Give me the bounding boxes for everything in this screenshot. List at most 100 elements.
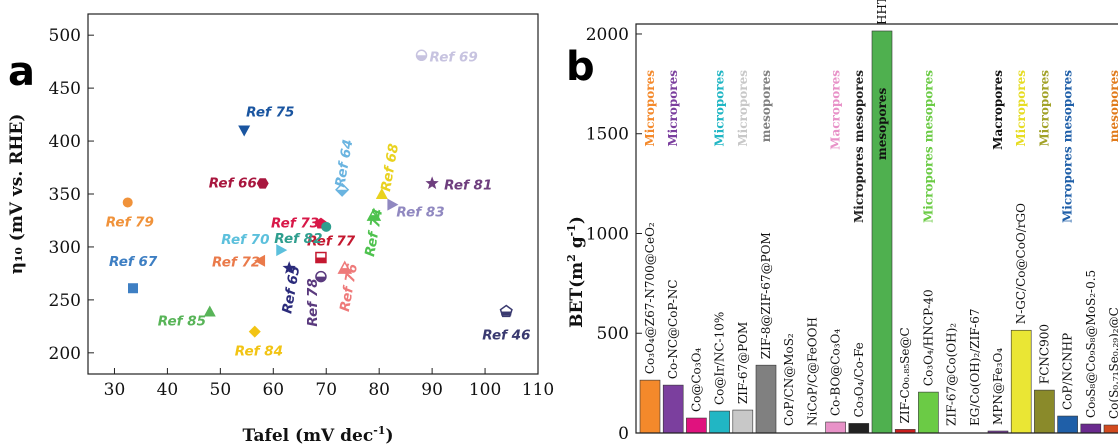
panel-a-x-ticks: 30 40 50 60 70 80 90 100 110: [104, 368, 554, 400]
y-tick-label: 250: [49, 291, 81, 311]
x-tick-label: 30: [104, 380, 126, 400]
x-label-end: ): [385, 426, 393, 445]
y-tick-label: 1500: [586, 125, 629, 145]
marker-ref-65: [282, 261, 296, 274]
bar-zif-8-zif-67-pom: [755, 364, 777, 434]
bar-name-zif-67-pom: ZIF-67@POM: [736, 322, 750, 404]
marker-ref-78-fill: [315, 276, 326, 282]
panel-b-label: b: [566, 44, 595, 90]
bar-co-nc-cop-nc: [662, 384, 684, 434]
point-label-ref-69: Ref 69: [430, 49, 478, 65]
bar-name-co-o-z67-n700-ceo: Co₃O₄@Z67-N700@CeO₂: [643, 222, 657, 374]
marker-ref-72: [254, 254, 266, 267]
marker-ref-76-fill: [338, 268, 351, 274]
point-label-ref-79: Ref 79: [106, 214, 154, 230]
bar-name-hhtp-zif-67: HHTP@ZIF-67: [875, 0, 889, 25]
bar-fcnc900: [1034, 389, 1055, 434]
pore-label-zif-67-pom: Micropores: [736, 70, 750, 147]
bar-name-n-gc-co-coo-rgo: N-GC/Co@CoO/rGO: [1014, 203, 1028, 324]
y-label-main: BET(m: [567, 262, 587, 328]
point-label-ref-73: Ref 73: [271, 216, 319, 232]
panel-a-y-axis-label: η₁₀ (mV vs. RHE): [7, 114, 27, 275]
marker-ref-70: [276, 244, 288, 257]
bar-co-o-co-fe: [848, 423, 870, 434]
x-label-main: Tafel (mV dec: [242, 426, 373, 445]
point-label-ref-77: Ref 77: [307, 234, 356, 250]
x-tick-label: 110: [522, 380, 554, 400]
pore-label-zif-8-zif-67-pom: mesopores: [759, 70, 773, 142]
panel-a-y-ticks: 200 250 300 350 400 450 500: [49, 26, 94, 364]
marker-ref-68: [375, 188, 388, 199]
bar-co-o-z67-n700-ceo: [639, 379, 661, 434]
point-label-ref-82: Ref 82: [274, 231, 322, 247]
marker-ref-84: [248, 325, 261, 338]
y-tick-label: 500: [597, 324, 629, 344]
panel-b-bars: [639, 30, 1118, 434]
bar-name-co-o-hncp-40: Co₃O₄/HNCP-40: [921, 289, 935, 386]
bar-name-zif-67-co-oh: ZIF-67@Co(OH)₂: [945, 323, 959, 426]
pore-label-co-o-co-fe: Micropores mesopores: [852, 70, 866, 223]
y-tick-label: 0: [618, 424, 629, 444]
point-label-ref-72: Ref 72: [212, 255, 260, 271]
bar-name-co-co-o: Co@Co₃O₄: [689, 348, 703, 412]
x-tick-label: 40: [157, 380, 179, 400]
bar-co-s-se-c: [1103, 424, 1118, 434]
panel-a-x-axis-label: Tafel (mV dec-1): [242, 424, 393, 445]
y-tick-label: 200: [49, 344, 81, 364]
panel-a-plot-frame: [87, 13, 539, 375]
marker-ref-74-fill: [367, 215, 380, 221]
bar-name-co-o-co-fe: Co₃O₄/Co-Fe: [852, 342, 866, 417]
y-label-mid: g: [567, 236, 587, 254]
pore-label-hhtp-zif-67: mesopores: [875, 88, 889, 160]
panel-a: a 200 250 300 350 400 450 500 30 40 50 60 70 80 90 10…: [7, 13, 554, 445]
marker-ref-64-fill: [336, 189, 349, 196]
bar-cop-ncnhp: [1057, 415, 1078, 434]
pore-label-co-ir-nc-10: Micropores: [713, 70, 727, 147]
panel-b-y-axis-label: BET(m2 g-1): [565, 216, 587, 328]
marker-ref-66: [256, 178, 269, 189]
bar-n-gc-co-coo-rgo: [1010, 329, 1032, 434]
point-label-ref-83: Ref 83: [396, 205, 444, 221]
x-tick-label: 50: [210, 380, 232, 400]
bar-co-co-o: [686, 417, 707, 434]
bar-name-co-s-se-c: Co(S₀.₇₁Se₀.₂₉)₂@C: [1107, 307, 1118, 419]
point-label-ref-78: Ref 78: [305, 278, 321, 326]
pore-label-mpn-fe-o: Macropores: [991, 70, 1005, 150]
pore-label-co-s-se-c: mesopores: [1107, 70, 1118, 142]
point-label-ref-66: Ref 66: [209, 175, 257, 191]
y-label-end: ): [567, 216, 587, 224]
marker-ref-46-fill: [501, 311, 512, 316]
bar-co-ir-nc-10: [709, 410, 730, 434]
bar-co-o-hncp-40: [918, 391, 939, 434]
pore-label-co-o-z67-n700-ceo: Micropores: [643, 70, 657, 147]
bar-name-co-s-co-s-mos-0-5: Co₉S₈@Co₉S₈@MoS₂-0.5: [1084, 270, 1098, 418]
marker-ref-69-fill: [416, 55, 427, 61]
y-tick-label: 450: [49, 79, 81, 99]
panel-b-y-ticks: 0 500 1000 1500 2000: [586, 25, 642, 444]
y-label-sup-1: 2: [565, 254, 578, 262]
point-label-ref-81: Ref 81: [444, 177, 492, 193]
point-label-ref-65: Ref 65: [279, 265, 303, 315]
marker-ref-79: [122, 197, 133, 208]
bar-name-mpn-fe-o: MPN@Fe₃O₄: [991, 348, 1005, 425]
pore-label-n-gc-co-coo-rgo: Micropores: [1014, 70, 1028, 147]
point-label-ref-84: Ref 84: [235, 344, 283, 360]
y-tick-label: 1000: [586, 224, 629, 244]
bar-name-co-ir-nc-10: Co@Ir/NC-10%: [713, 312, 727, 405]
bar-name-co-nc-cop-nc: Co-NC@CoP-NC: [666, 279, 680, 379]
x-tick-label: 70: [315, 380, 337, 400]
x-tick-label: 90: [421, 380, 443, 400]
marker-ref-81: [425, 176, 439, 190]
bar-name-zif-8-zif-67-pom: ZIF-8@ZIF-67@POM: [759, 232, 773, 359]
bar-co-s-co-s-mos-0-5: [1080, 423, 1102, 434]
x-tick-label: 100: [469, 380, 501, 400]
bar-name-cop-cn-mos: CoP/CN@MoS₂: [782, 333, 796, 426]
marker-ref-83: [387, 198, 399, 211]
bar-name-zif-co-se-c: ZIF-Co₀.₈₅Se@C: [898, 327, 912, 423]
panel-b-plot-frame: [635, 23, 1118, 434]
panel-b-bar-names: Co₃O₄@Z67-N700@CeO₂ Co-NC@CoP-NC Co@Co₃O₄ C…: [643, 0, 1118, 426]
y-tick-label: 300: [49, 238, 81, 258]
x-tick-label: 80: [368, 380, 390, 400]
bar-name-cop-ncnhp: CoP/NCNHP: [1061, 333, 1075, 410]
